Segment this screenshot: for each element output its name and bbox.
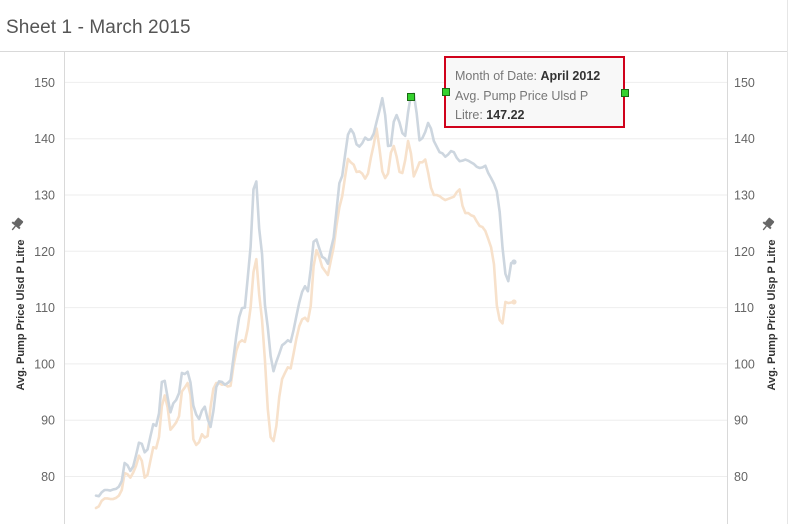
tooltip-month-label: Month of Date: <box>455 69 541 83</box>
series-end-point-ulsd[interactable] <box>511 259 517 265</box>
tooltip-resize-handle-right[interactable] <box>621 89 629 97</box>
left-tick-120: 120 <box>34 245 55 259</box>
right-tick-100: 100 <box>734 357 755 371</box>
left-tick-100: 100 <box>34 357 55 371</box>
series-layer <box>94 92 517 510</box>
right-tick-150: 150 <box>734 76 755 90</box>
right-axis-ticks: 80 90 100 110 120 130 140 150 <box>734 76 755 484</box>
series-line-ulsd[interactable] <box>94 92 516 498</box>
tooltip-line-1: Month of Date: April 2012 <box>455 67 623 87</box>
left-tick-80: 80 <box>41 470 55 484</box>
right-tick-110: 110 <box>734 301 754 315</box>
left-axis-label: Avg. Pump Price Ulsd P Litre <box>15 240 27 391</box>
title-divider <box>0 51 787 52</box>
tooltip-line-3: Litre: 147.22 <box>455 106 623 126</box>
tooltip-litre-value: 147.22 <box>486 108 525 122</box>
left-tick-140: 140 <box>34 132 55 146</box>
tooltip-month-value: April 2012 <box>540 69 601 83</box>
tooltip: Month of Date: April 2012 Avg. Pump Pric… <box>444 56 625 128</box>
panel-right-border <box>787 0 788 524</box>
left-axis-pin-icon[interactable] <box>8 216 24 233</box>
selection-handle[interactable] <box>407 93 415 101</box>
series-line-ulsp[interactable] <box>94 127 516 510</box>
right-tick-90: 90 <box>734 414 748 428</box>
right-axis-pin-icon[interactable] <box>759 216 775 233</box>
left-tick-110: 110 <box>35 301 55 315</box>
tooltip-resize-handle-left[interactable] <box>442 88 450 96</box>
sheet-title: Sheet 1 - March 2015 <box>6 17 191 38</box>
right-tick-130: 130 <box>734 189 755 203</box>
right-axis-label: Avg. Pump Price Ulsp P Litre <box>766 240 778 391</box>
series-end-point-ulsp[interactable] <box>511 299 517 305</box>
right-tick-120: 120 <box>734 245 755 259</box>
tooltip-line-2: Avg. Pump Price Ulsd P <box>455 88 589 103</box>
left-tick-130: 130 <box>34 189 55 203</box>
left-tick-150: 150 <box>34 76 55 90</box>
right-tick-80: 80 <box>734 470 748 484</box>
left-axis-ticks: 80 90 100 110 120 130 140 150 <box>34 76 55 484</box>
left-tick-90: 90 <box>41 414 55 428</box>
right-tick-140: 140 <box>734 132 755 146</box>
tooltip-litre-label: Litre: <box>455 108 487 122</box>
gridlines <box>65 81 727 477</box>
